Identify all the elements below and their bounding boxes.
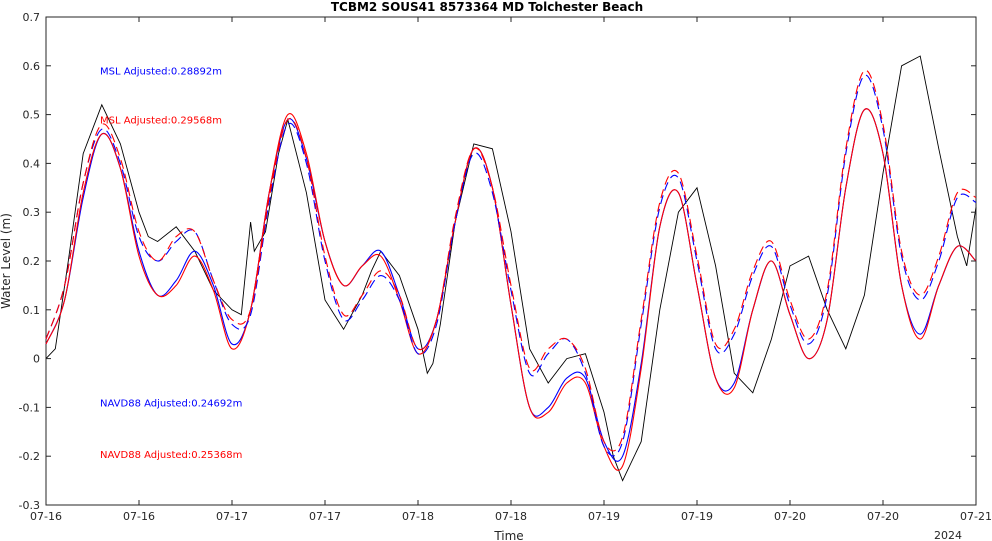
y-tick-label: 0.7 [23,11,41,24]
annotation-3: NAVD88 Adjusted:0.24692m [100,399,242,410]
y-tick-label: 0.5 [23,109,41,122]
x-tick-label: 07-18 [402,510,434,523]
y-tick-label: 0 [33,353,40,366]
x-tick-label: 07-20 [867,510,899,523]
annotation-1: MSL Adjusted:0.28892m [100,67,222,78]
y-tick-label: 0.4 [23,157,41,170]
series-layer [45,55,977,482]
y-tick-label: 0.1 [23,304,41,317]
x-tick-label: 07-18 [495,510,527,523]
y-tick-label: 0.6 [23,60,41,73]
chart-title: TCBM2 SOUS41 8573364 MD Tolchester Beach [331,0,643,14]
y-tick-label: -0.3 [19,499,40,512]
annotation-layer: MSL Adjusted:0.28892m MSL Adjusted:0.2956… [100,67,242,461]
series-line-3 [45,108,977,471]
x-tick-label: 07-17 [309,510,341,523]
x-axis-label: Time [493,529,523,541]
y-tick-label: 0.2 [23,255,41,268]
plot-frame [45,16,977,506]
x-tick-label: 07-17 [216,510,248,523]
x-tick-label: 07-19 [588,510,620,523]
y-tick-label: -0.1 [19,401,40,414]
x-tick-label: 07-20 [774,510,806,523]
tick-layer: -0.3 -0.2 -0.1 0 0.1 0.2 0.3 0.4 0.5 0.6 0.7 07-16 0… [19,11,992,523]
annotation-4: NAVD88 Adjusted:0.25368m [100,450,242,461]
x-axis-year-label: 2024 [934,529,962,541]
x-tick-label: 07-16 [30,510,62,523]
y-tick-label: -0.2 [19,450,40,463]
y-axis-label: Water Level (m) [0,213,13,309]
y-tick-label: 0.3 [23,206,41,219]
x-tick-label: 07-21 [960,510,992,523]
x-tick-label: 07-19 [681,510,713,523]
series-line-5 [45,69,977,452]
annotation-2: MSL Adjusted:0.29568m [100,115,222,126]
plot-area [45,16,977,506]
x-tick-label: 07-16 [123,510,155,523]
